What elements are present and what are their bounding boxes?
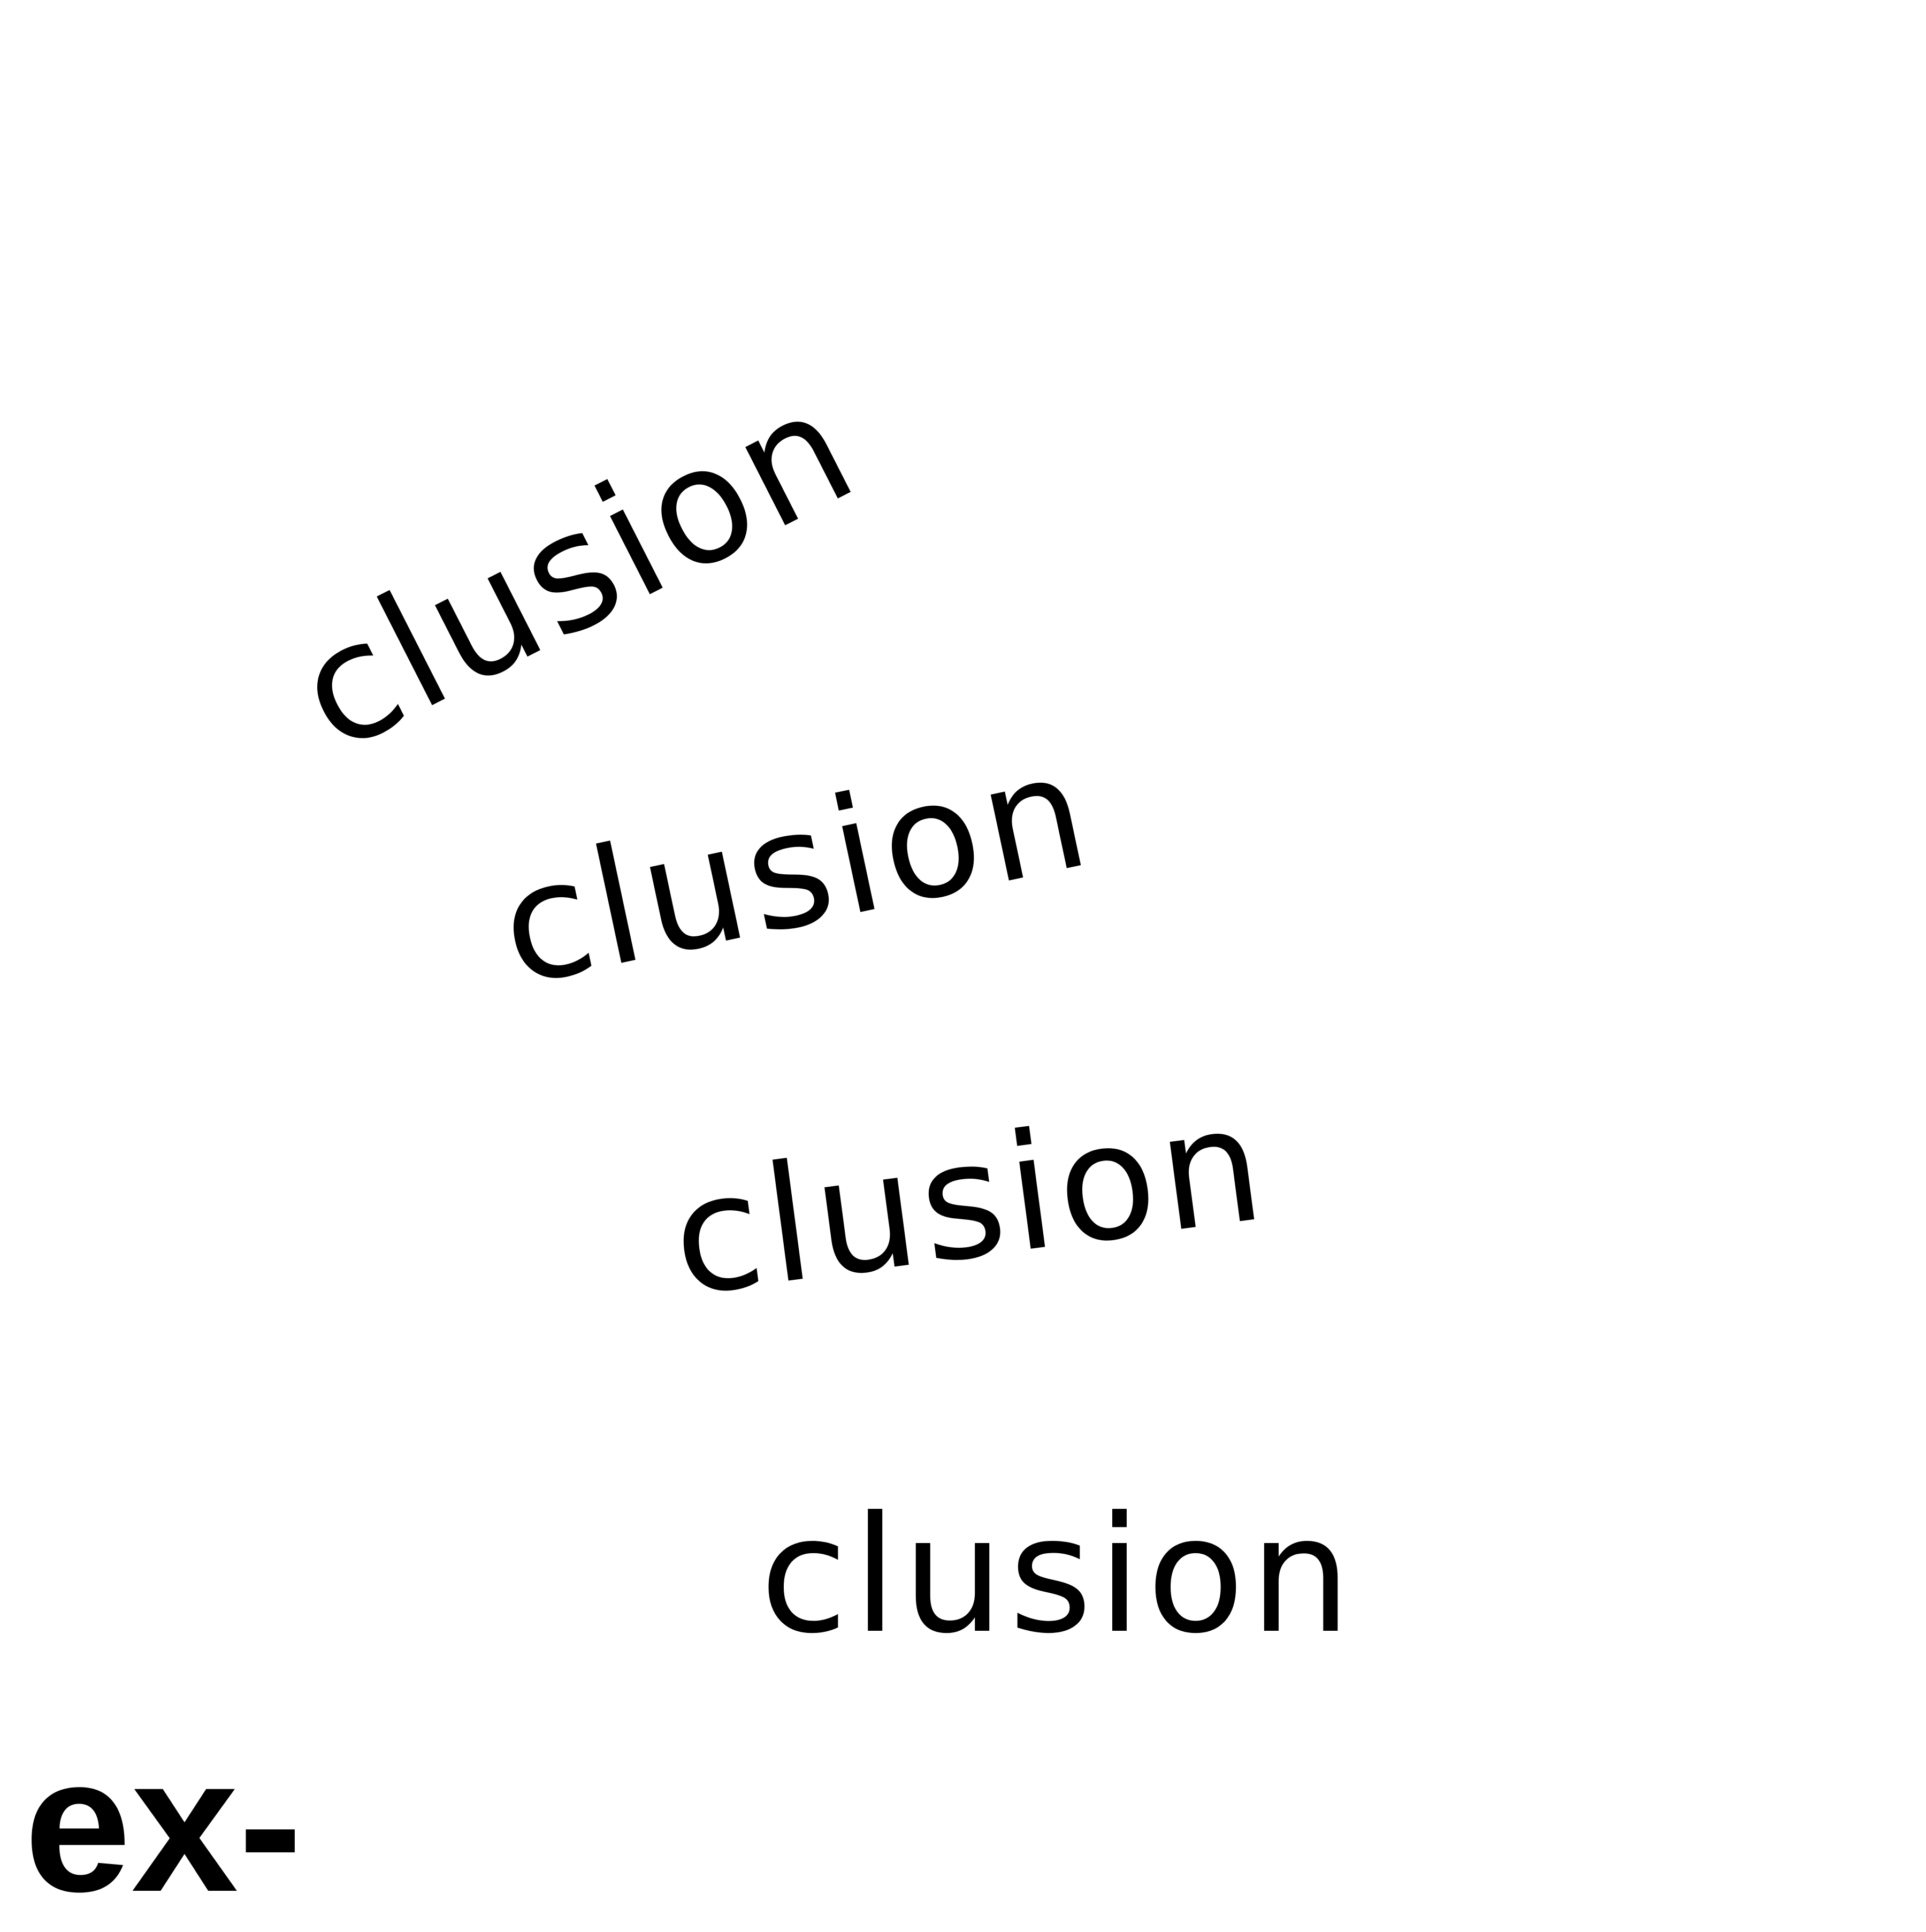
- upright-word: clusion: [760, 1482, 1356, 1669]
- rotated-word-3: clusion: [661, 1069, 1278, 1333]
- rotated-word-1: clusion: [268, 351, 885, 789]
- prefix-label: ex-: [24, 1717, 303, 1932]
- rotated-word-2: clusion: [484, 715, 1107, 1023]
